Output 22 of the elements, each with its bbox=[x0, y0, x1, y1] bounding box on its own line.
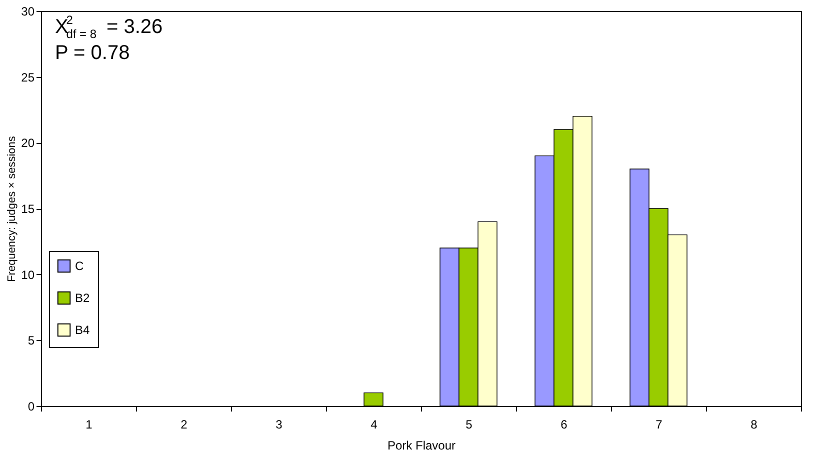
legend-label: B2 bbox=[75, 291, 90, 305]
annotation: P = 0.78 bbox=[55, 42, 130, 64]
y-tick-label: 10 bbox=[21, 268, 35, 282]
x-axis-title: Pork Flavour bbox=[387, 438, 456, 452]
y-tick-label: 25 bbox=[21, 70, 35, 84]
legend-label: B4 bbox=[75, 323, 90, 337]
legend-label: C bbox=[75, 259, 84, 273]
y-tick-label: 15 bbox=[21, 202, 35, 216]
y-tick-label: 5 bbox=[28, 334, 35, 348]
x-tick-label: 5 bbox=[466, 418, 473, 432]
x-tick-label: 8 bbox=[750, 418, 758, 432]
y-tick-label: 20 bbox=[21, 136, 35, 150]
x-tick-label: 4 bbox=[370, 418, 378, 432]
y-tick-label: 0 bbox=[28, 400, 35, 414]
x-tick-label: 3 bbox=[276, 418, 283, 432]
x-tick-label: 1 bbox=[86, 418, 93, 432]
bar bbox=[364, 392, 384, 406]
x-tick-label: 2 bbox=[180, 418, 188, 432]
y-axis-title: Frequency: judges × sessions bbox=[6, 136, 18, 282]
x-tick-label: 6 bbox=[560, 418, 568, 432]
y-tick-label: 30 bbox=[21, 4, 35, 18]
x-tick-label: 7 bbox=[656, 418, 663, 432]
